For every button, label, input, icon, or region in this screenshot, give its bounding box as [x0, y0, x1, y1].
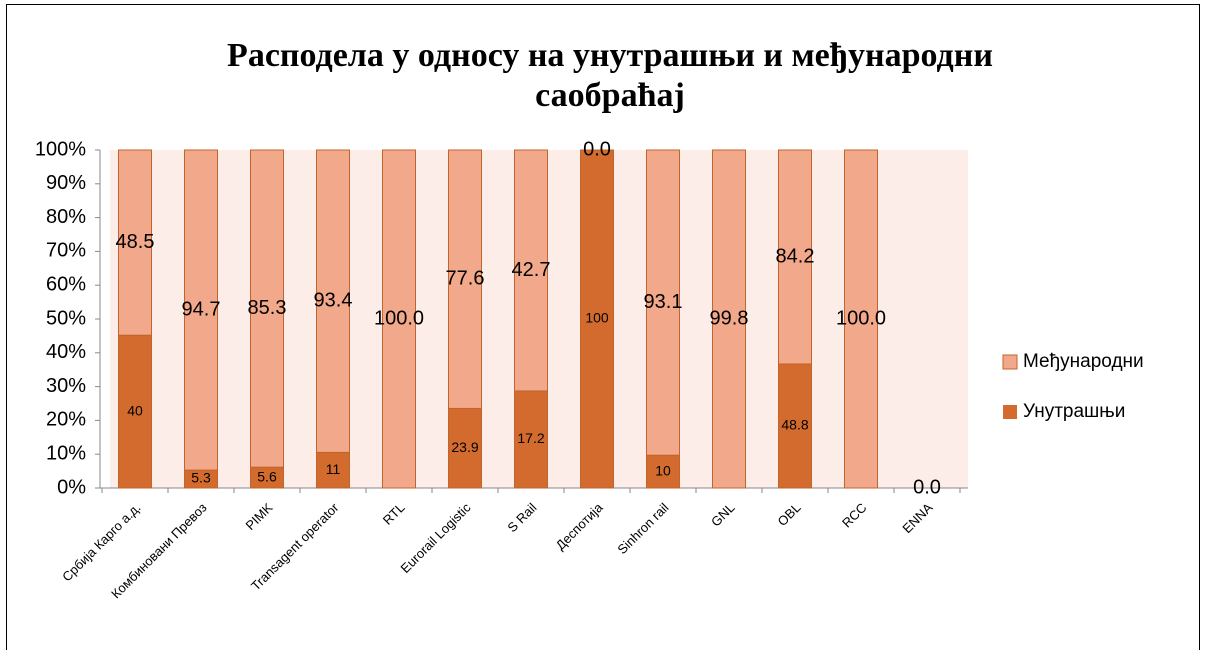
y-tick-label: 30% — [46, 375, 86, 397]
y-tick-label: 40% — [46, 341, 86, 363]
y-tick-label: 80% — [46, 206, 86, 228]
bar-segment — [382, 149, 416, 489]
data-label: 84.2 — [776, 245, 815, 267]
data-label: 94.7 — [182, 298, 221, 320]
data-label: 0.0 — [913, 476, 941, 498]
data-label: 23.9 — [451, 439, 478, 455]
bar-segment — [778, 149, 812, 365]
bar-segment — [580, 149, 614, 489]
data-label: 0.0 — [583, 138, 611, 160]
bar-segment — [844, 149, 878, 489]
data-label: 85.3 — [248, 297, 287, 319]
y-tick-label: 0% — [57, 476, 86, 498]
data-label: 11 — [326, 461, 341, 477]
bar-segment — [316, 149, 350, 453]
bar-segment — [646, 149, 680, 456]
y-tick-label: 70% — [46, 240, 86, 262]
legend-label: Међународни — [1023, 351, 1144, 372]
data-label: 100.0 — [374, 307, 424, 329]
bar-segment — [514, 149, 548, 392]
legend-swatch — [1003, 405, 1017, 419]
data-label: 40 — [127, 402, 143, 418]
bar-segment — [118, 149, 152, 336]
bar-segment — [250, 149, 284, 468]
y-tick-label: 10% — [46, 442, 86, 464]
y-tick-label: 50% — [46, 307, 86, 329]
data-label: 93.1 — [644, 291, 683, 313]
data-label: 17.2 — [517, 430, 544, 446]
data-label: 10 — [655, 462, 671, 478]
bar-segment — [646, 454, 680, 489]
data-label: 42.7 — [512, 259, 551, 281]
data-label: 77.6 — [446, 267, 485, 289]
legend-swatch — [1002, 354, 1018, 370]
bar-segment — [184, 149, 218, 471]
legend-label: Унутрашњи — [1023, 401, 1125, 422]
bar-segment — [514, 390, 548, 489]
y-tick-label: 100% — [35, 138, 86, 160]
chart-title: Расподела у односу на унутрашњи и међуна… — [227, 37, 993, 114]
data-label: 99.8 — [710, 307, 749, 329]
data-label: 48.8 — [781, 417, 808, 433]
bar-segment — [712, 149, 746, 489]
y-tick-label: 90% — [46, 172, 86, 194]
data-label: 93.4 — [314, 289, 353, 311]
data-label: 5.3 — [191, 470, 211, 486]
data-label: 48.5 — [116, 231, 155, 253]
data-label: 5.6 — [257, 468, 277, 484]
y-tick-label: 20% — [46, 409, 86, 431]
data-label: 100 — [585, 310, 609, 326]
bar-segment — [448, 149, 482, 409]
data-label: 100.0 — [836, 307, 886, 329]
y-tick-label: 60% — [46, 273, 86, 295]
